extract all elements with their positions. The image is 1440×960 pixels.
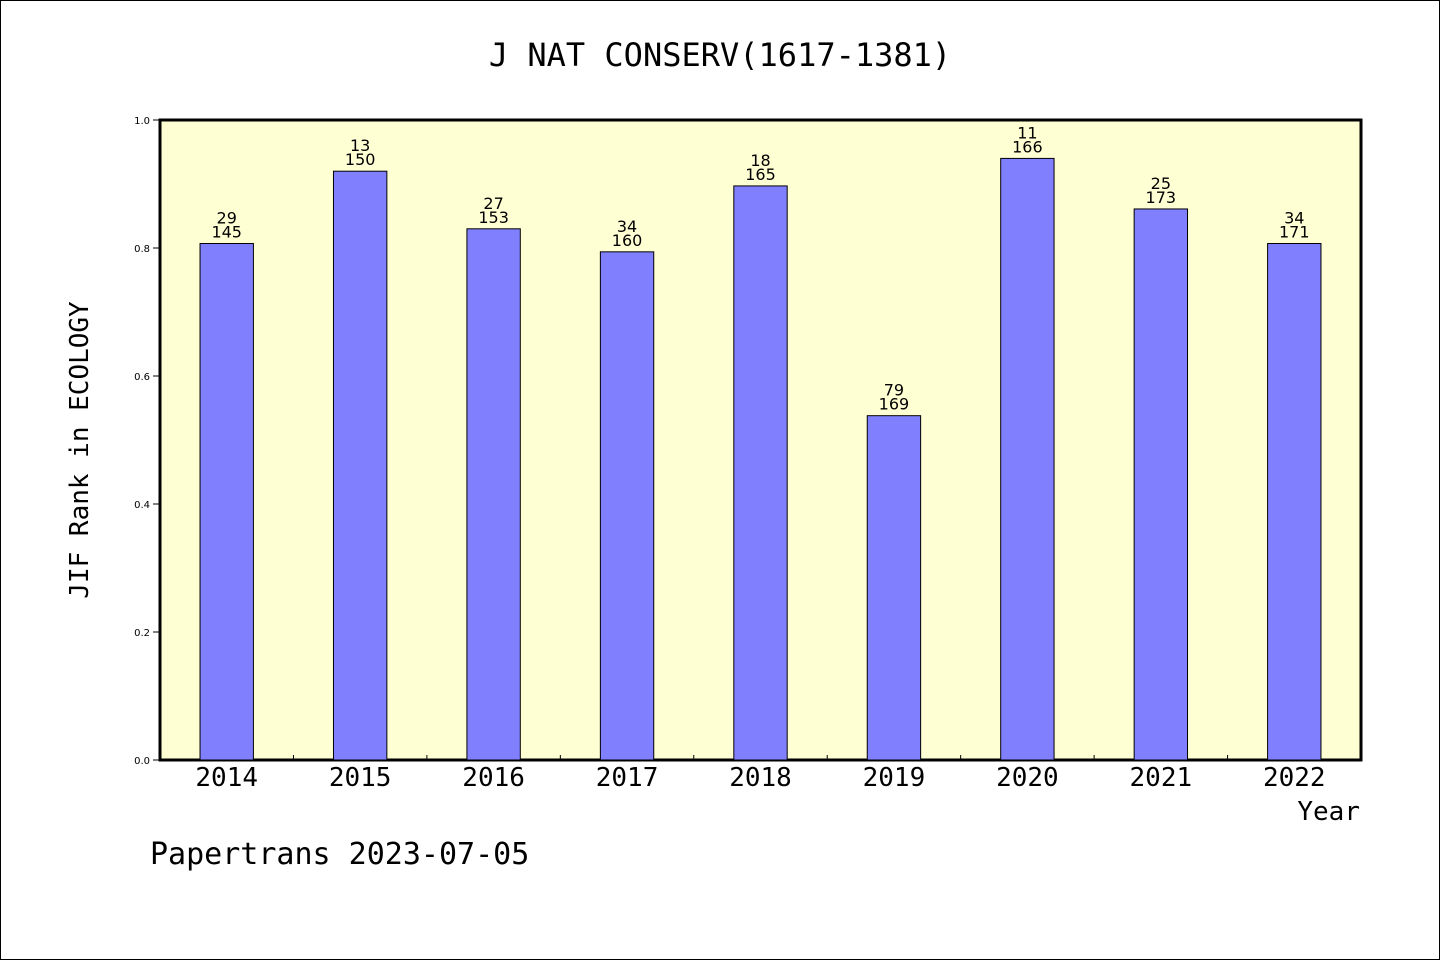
rank-label: 27 [483,194,503,213]
rank-label: 79 [884,381,904,400]
x-tick-label: 2017 [596,763,659,793]
x-tick-label: 2019 [863,763,926,793]
x-tick-label: 2018 [729,763,792,793]
rank-label: 11 [1017,123,1037,142]
bar-2016 [466,228,521,761]
x-axis-label: Year [1297,797,1360,827]
total-label: 171 [1279,223,1310,242]
bar-2014 [199,243,254,761]
footer-credit: Papertrans 2023-07-05 [150,837,529,872]
x-tick-label: 2016 [462,763,525,793]
x-tick-label: 2014 [195,763,258,793]
total-label: 173 [1146,188,1177,207]
total-label: 150 [345,150,376,169]
rank-label: 34 [1284,209,1304,228]
y-axis-label: JIF Rank in ECOLOGY [65,301,95,599]
x-tick-label: 2022 [1263,763,1326,793]
total-label: 145 [211,223,242,242]
rank-label: 18 [750,151,770,170]
x-tick-label: 2015 [329,763,392,793]
y-tick-label: 1.0 [134,116,150,127]
y-tick-label: 0.0 [134,756,150,767]
bar-2022 [1267,243,1322,761]
total-label: 169 [879,395,910,414]
total-label: 160 [612,231,643,250]
x-tick-label: 2020 [996,763,1059,793]
total-label: 166 [1012,137,1043,156]
bar-2015 [332,170,388,761]
rank-label: 29 [217,209,237,228]
y-tick-label: 0.6 [134,372,150,383]
y-tick-label: 0.2 [134,628,150,639]
bar-2019 [866,415,922,761]
bar-2018 [733,185,788,761]
y-axis: 0.0 0.2 0.4 0.6 0.8 1.0 [134,116,160,767]
x-axis: 2014 2015 2016 2017 2018 2019 2020 2021 2022 [195,755,1326,793]
rank-label: 13 [350,136,370,155]
total-label: 153 [478,208,509,227]
chart-title: J NAT CONSERV(1617-1381) [489,36,951,74]
bar-2017 [599,251,655,761]
bar-2020 [1000,157,1055,761]
total-label: 165 [745,165,776,184]
y-tick-label: 0.4 [134,500,150,511]
rank-label: 34 [617,217,637,236]
x-tick-label: 2021 [1130,763,1193,793]
y-tick-label: 0.8 [134,244,150,255]
bar-2021 [1133,208,1189,761]
rank-label: 25 [1151,174,1171,193]
